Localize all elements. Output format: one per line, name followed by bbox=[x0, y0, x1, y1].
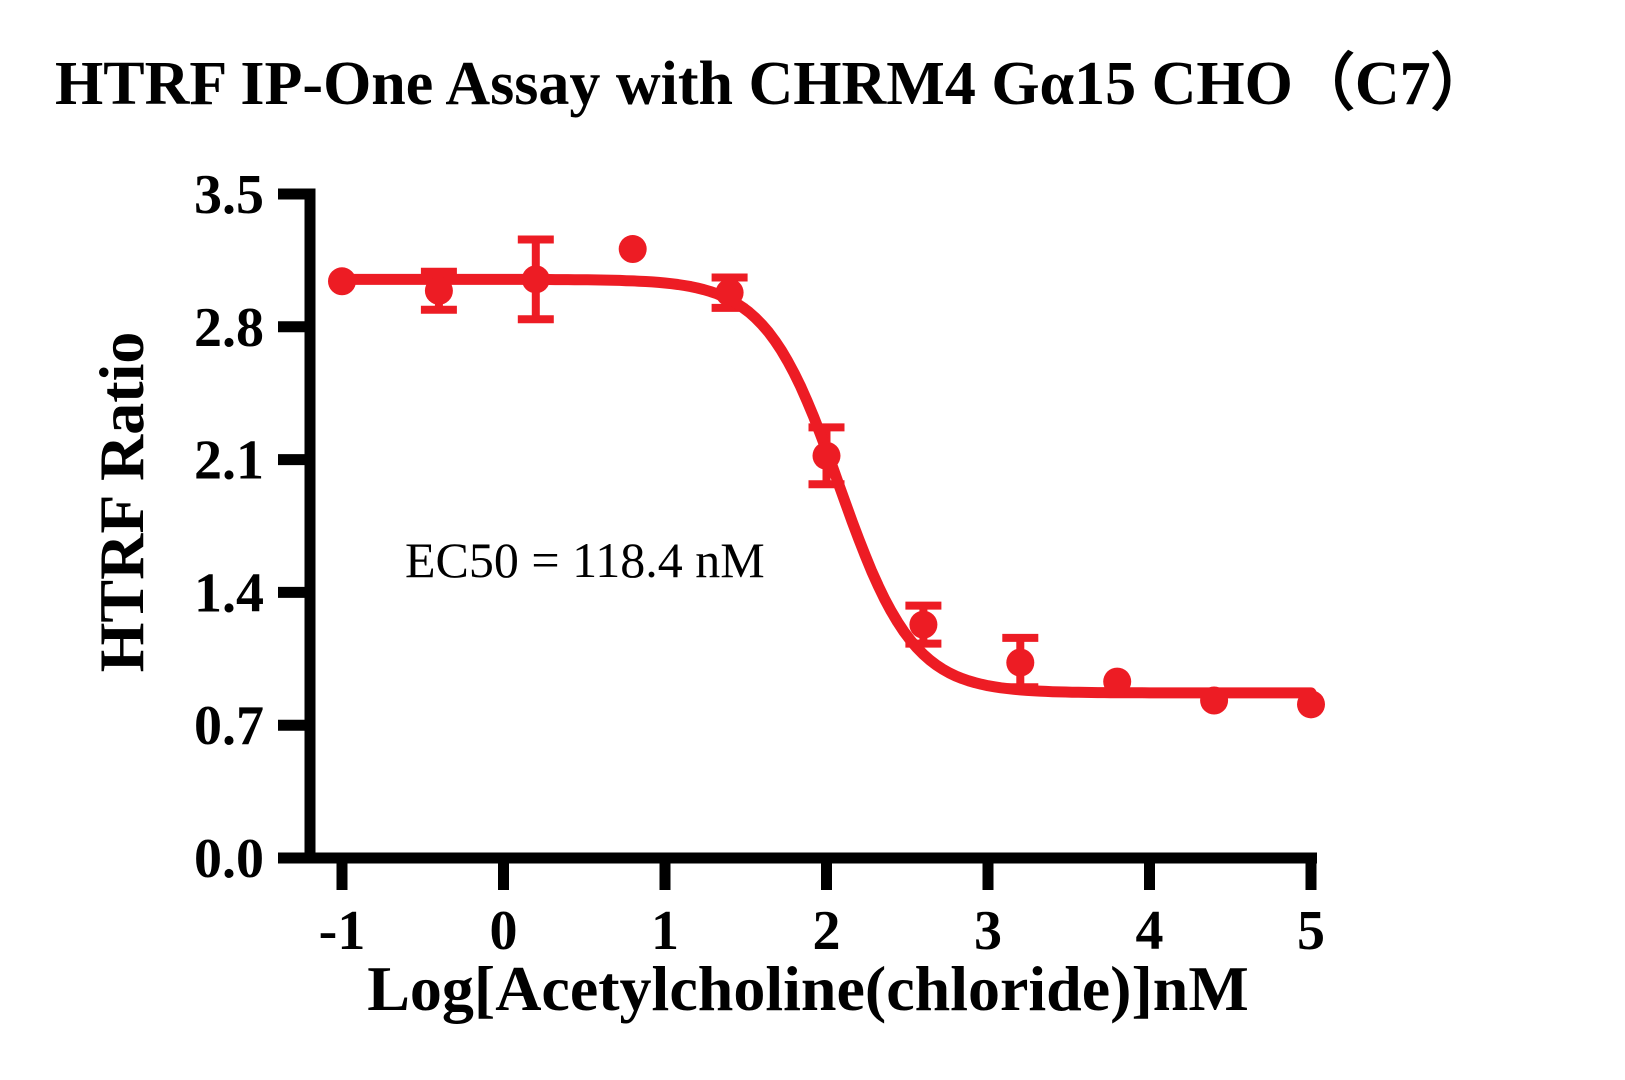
x-tick-label: 1 bbox=[651, 900, 679, 962]
axes-layer: 0.0 0.7 1.4 2.1 2.8 3.5 -1 0 1 2 3 4 5 bbox=[194, 164, 1325, 962]
y-axis-title: HTRF Ratio bbox=[86, 332, 157, 673]
data-point bbox=[715, 278, 744, 307]
data-point bbox=[812, 441, 841, 470]
data-point bbox=[909, 610, 938, 639]
y-tick-label: 3.5 bbox=[194, 164, 264, 226]
data-point bbox=[1297, 690, 1325, 719]
data-point bbox=[521, 265, 550, 294]
data-point bbox=[1006, 648, 1035, 677]
x-tick-label: 0 bbox=[490, 900, 518, 962]
y-tick-label: 0.7 bbox=[194, 695, 264, 757]
data-series-layer bbox=[328, 235, 1325, 719]
x-tick-label: 5 bbox=[1297, 900, 1325, 962]
data-point bbox=[618, 235, 647, 264]
y-tick-label: 0.0 bbox=[194, 828, 264, 890]
x-tick-label: 4 bbox=[1136, 900, 1164, 962]
data-point bbox=[328, 267, 356, 296]
y-tick-label: 1.4 bbox=[194, 562, 264, 624]
x-axis-title: Log[Acetylcholine(chloride)]nM bbox=[367, 953, 1249, 1024]
ec50-annotation: EC50 = 118.4 nM bbox=[405, 532, 765, 588]
data-point bbox=[1200, 686, 1229, 715]
x-tick-label: 2 bbox=[813, 900, 841, 962]
data-point bbox=[424, 276, 453, 305]
data-point bbox=[1103, 667, 1132, 696]
y-tick-label: 2.1 bbox=[194, 430, 264, 492]
x-tick-label: 3 bbox=[974, 900, 1002, 962]
chart-title: HTRF IP-One Assay with CHRM4 Gα15 CHO（C7… bbox=[55, 48, 1493, 118]
x-tick-label: -1 bbox=[319, 900, 366, 962]
y-tick-label: 2.8 bbox=[194, 297, 264, 359]
